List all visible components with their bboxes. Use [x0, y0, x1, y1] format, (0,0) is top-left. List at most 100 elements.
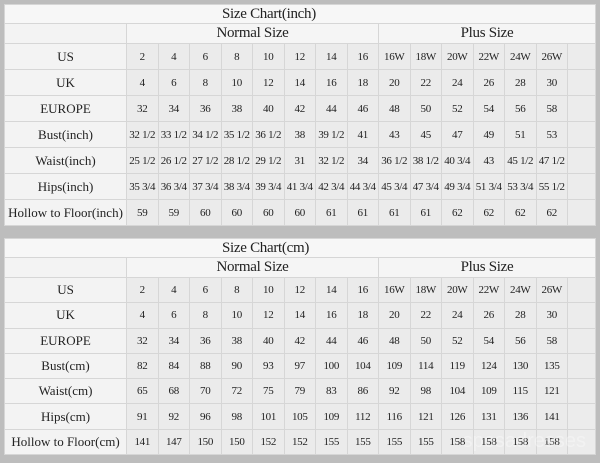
size-cell: 6	[189, 43, 222, 70]
size-cell: 22	[409, 302, 442, 329]
size-cell: 46	[346, 327, 379, 354]
size-cell: 30	[535, 302, 568, 329]
blank-cell	[567, 428, 596, 456]
size-cell: 116	[378, 403, 411, 430]
blank-cell	[567, 378, 596, 405]
size-cell: 6	[157, 302, 190, 329]
size-cell: 22W	[472, 43, 505, 70]
row-label: UK	[4, 302, 127, 329]
size-cell: 10	[220, 302, 253, 329]
size-cell: 22	[409, 69, 442, 96]
table-row: US 2 4 6 8 10 12 14 16 16W 18W 20W 22W 24W 26W	[4, 276, 596, 304]
size-cell: 12	[283, 276, 316, 304]
size-cell: 6	[157, 69, 190, 96]
size-cell: 18W	[409, 43, 442, 70]
size-cell: 62	[472, 199, 505, 226]
blank-cell	[567, 43, 596, 70]
row-label: Waist(inch)	[4, 147, 127, 174]
plus-size-header: Plus Size	[378, 23, 596, 44]
size-cell: 38	[220, 327, 253, 354]
size-cell: 84	[157, 352, 190, 380]
size-cell: 50	[409, 95, 442, 122]
table-row: Hips(cm) 91 92 96 98 101 105 109 112 116 121 126 131…	[4, 403, 596, 430]
size-cell: 16	[315, 302, 348, 329]
size-cell: 109	[472, 378, 505, 405]
size-cell: 4	[126, 302, 159, 329]
size-cell: 36	[189, 95, 222, 122]
size-cell: 104	[346, 352, 379, 380]
size-cell: 8	[189, 302, 222, 329]
size-cell: 26	[472, 302, 505, 329]
blank-cell	[567, 302, 596, 329]
size-cell: 147	[157, 428, 190, 456]
size-cell: 114	[409, 352, 442, 380]
size-cell: 58	[535, 327, 568, 354]
size-cell: 56	[504, 95, 537, 122]
size-cell: 65	[126, 378, 159, 405]
size-cell: 59	[157, 199, 190, 226]
size-cell: 44	[315, 327, 348, 354]
size-cell: 150	[220, 428, 253, 456]
size-cell: 51	[504, 121, 537, 148]
normal-size-header: Normal Size	[126, 257, 379, 278]
size-cell: 47 3/4	[409, 173, 442, 200]
size-cell: 52	[441, 327, 474, 354]
size-cell: 75	[252, 378, 285, 405]
size-cell: 33 1/2	[157, 121, 190, 148]
header-blank	[4, 257, 127, 278]
table-row: Waist(inch) 25 1/2 26 1/2 27 1/2 28 1/2 29 1/…	[4, 147, 596, 174]
size-cell: 14	[283, 302, 316, 329]
blank-cell	[567, 147, 596, 174]
size-cell: 101	[252, 403, 285, 430]
row-label: Waist(cm)	[4, 378, 127, 405]
size-cell: 93	[252, 352, 285, 380]
size-cell: 35 3/4	[126, 173, 159, 200]
size-cell: 16W	[378, 43, 411, 70]
size-cell: 53	[535, 121, 568, 148]
size-cell: 32 1/2	[126, 121, 159, 148]
size-cell: 62	[441, 199, 474, 226]
size-cell: 36 1/2	[378, 147, 411, 174]
size-cell: 124	[472, 352, 505, 380]
blank-cell	[567, 69, 596, 96]
blank-cell	[567, 276, 596, 304]
row-label: EUROPE	[4, 95, 127, 122]
size-cell: 54	[472, 95, 505, 122]
size-cell: 6	[189, 276, 222, 304]
size-cell: 130	[504, 352, 537, 380]
size-cell: 32	[126, 95, 159, 122]
blank-cell	[567, 403, 596, 430]
row-label: UK	[4, 69, 127, 96]
size-cell: 60	[220, 199, 253, 226]
size-cell: 26W	[535, 276, 568, 304]
size-cell: 45 3/4	[378, 173, 411, 200]
size-cell: 14	[315, 276, 348, 304]
chart-title: Size Chart(cm)	[4, 238, 596, 258]
size-cell: 49 3/4	[441, 173, 474, 200]
size-cell: 4	[157, 276, 190, 304]
size-cell: 14	[283, 69, 316, 96]
table-row: Hollow to Floor(inch) 59 59 60 60 60 60 61 61 61 6…	[4, 199, 596, 226]
size-cell: 44	[315, 95, 348, 122]
chart-title: Size Chart(inch)	[4, 4, 596, 24]
size-cell: 29 1/2	[252, 147, 285, 174]
size-cell: 61	[346, 199, 379, 226]
size-cell: 126	[441, 403, 474, 430]
table-row: Bust(cm) 82 84 88 90 93 97 100 104 109 114 119 124 13…	[4, 352, 596, 380]
watermark: sposadresses	[462, 430, 586, 452]
size-cell: 56	[504, 327, 537, 354]
size-cell: 16	[346, 43, 379, 70]
size-cell: 24W	[504, 43, 537, 70]
size-cell: 20	[378, 69, 411, 96]
size-cell: 27 1/2	[189, 147, 222, 174]
size-cell: 36 3/4	[157, 173, 190, 200]
blank-cell	[567, 121, 596, 148]
blank-cell	[567, 199, 596, 226]
size-cell: 12	[252, 69, 285, 96]
size-cell: 59	[126, 199, 159, 226]
blank-cell	[567, 173, 596, 200]
size-cell: 121	[409, 403, 442, 430]
size-cell: 91	[126, 403, 159, 430]
size-cell: 50	[409, 327, 442, 354]
size-cell: 32 1/2	[315, 147, 348, 174]
